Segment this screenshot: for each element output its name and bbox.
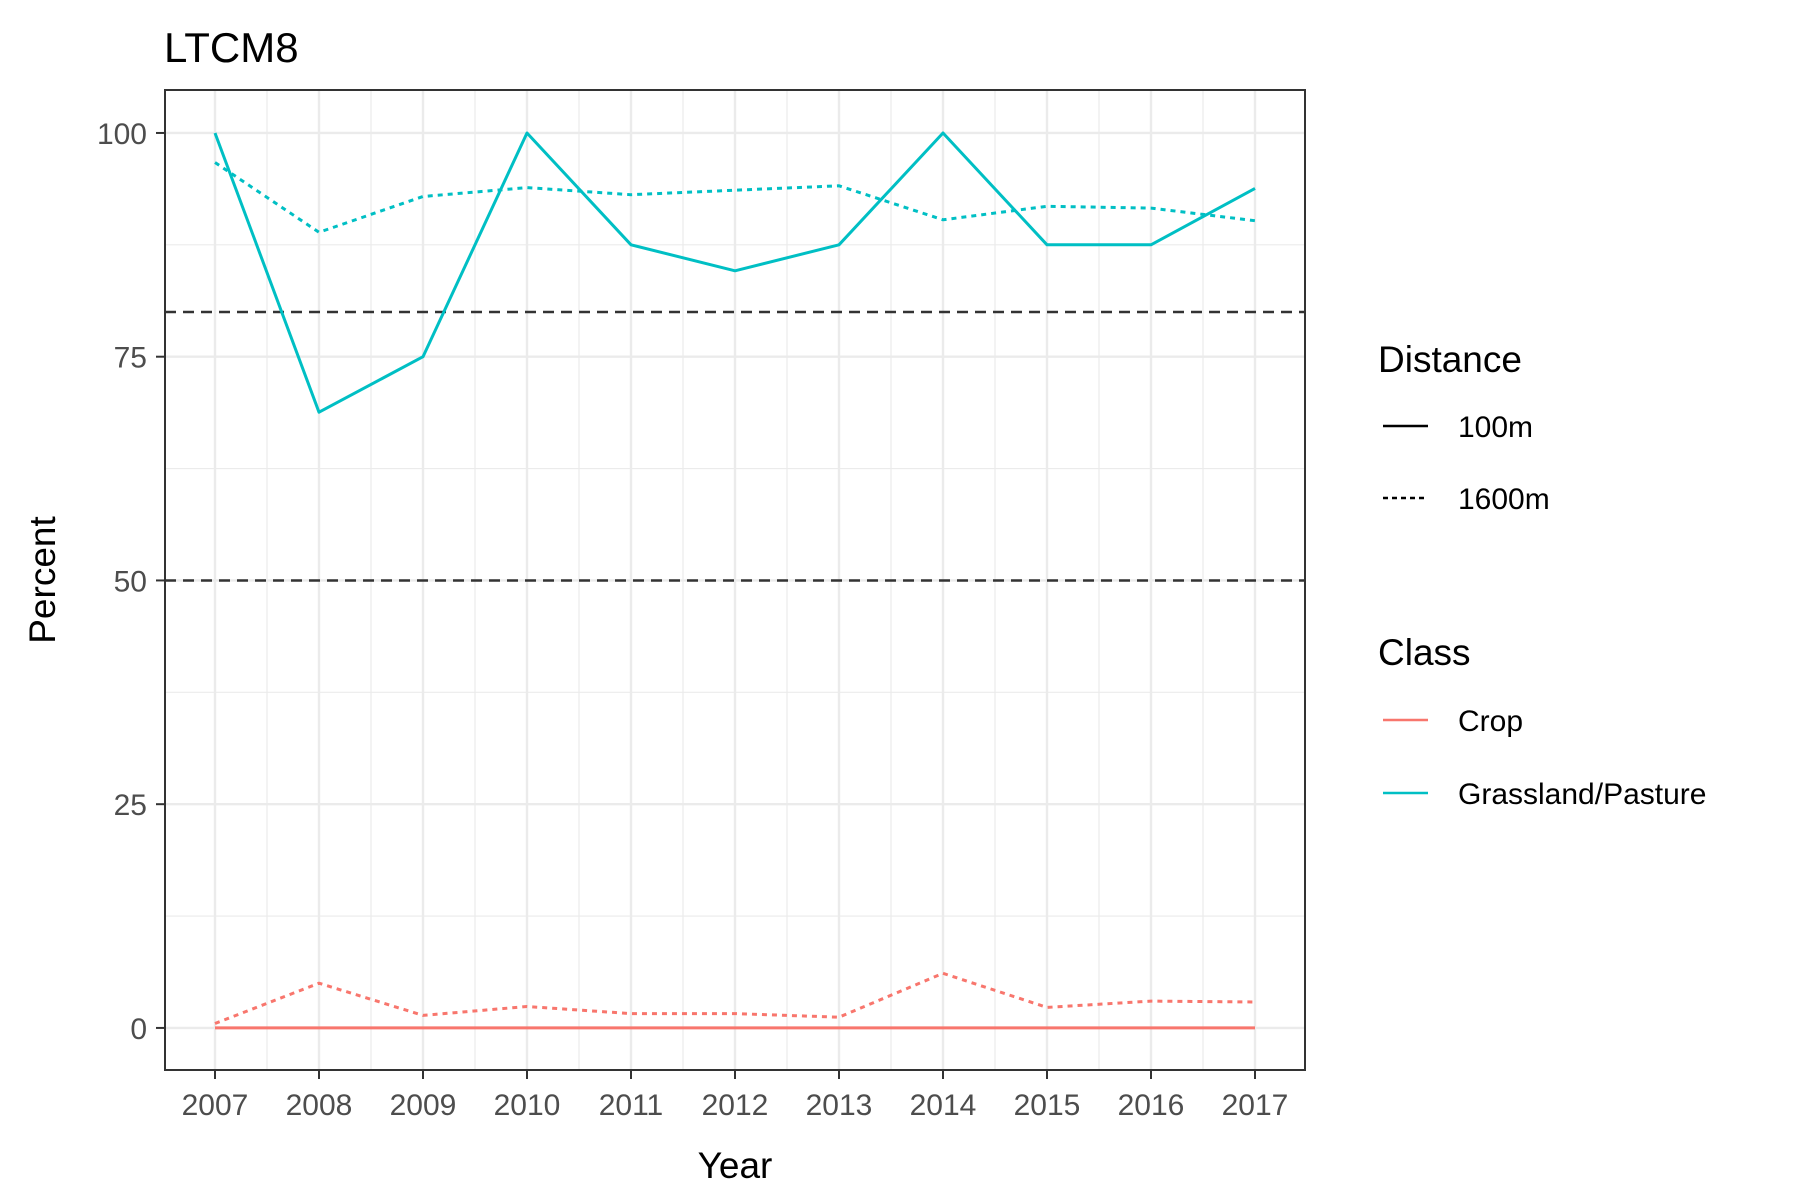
series-line-grassland-pasture-1600m: [214, 161, 1256, 234]
x-tick-label: 2016: [1118, 1089, 1185, 1122]
x-tick-label: 2012: [702, 1089, 769, 1122]
x-tick-label: 2017: [1222, 1089, 1289, 1122]
y-tick-label: 25: [114, 789, 147, 822]
legend-label-crop: Crop: [1458, 705, 1523, 738]
y-tick-label: 75: [114, 342, 147, 375]
x-tick-label: 2010: [494, 1089, 561, 1122]
reference-lines: [165, 310, 1305, 582]
y-axis: 0 25 50 75 100: [97, 118, 165, 1046]
legend-label-1600m: 1600m: [1458, 483, 1550, 516]
series-layer: [213, 131, 1256, 1030]
x-axis: 2007 2008 2009 2010 2011 2012 2013 2014 2015 2016…: [182, 1070, 1289, 1122]
series-line-grassland-pasture-100m: [213, 131, 1256, 414]
y-tick-label: 0: [130, 1013, 147, 1046]
x-tick-label: 2008: [286, 1089, 353, 1122]
legend-label-100m: 100m: [1458, 411, 1533, 444]
x-tick-label: 2013: [806, 1089, 873, 1122]
series-line-crop-1600m: [214, 971, 1256, 1025]
class-legend-title: Class: [1378, 632, 1471, 673]
distance-legend: Distance 100m 1600m: [1378, 339, 1550, 516]
legend-label-grassland-pasture: Grassland/Pasture: [1458, 778, 1706, 811]
chart-title: LTCM8: [164, 24, 299, 71]
y-tick-label: 50: [114, 565, 147, 598]
x-tick-label: 2009: [390, 1089, 457, 1122]
x-tick-label: 2011: [599, 1089, 664, 1122]
y-tick-label: 100: [97, 118, 147, 151]
x-axis-title: Year: [698, 1145, 773, 1186]
x-tick-label: 2007: [182, 1089, 249, 1122]
x-tick-label: 2014: [910, 1089, 977, 1122]
class-legend: Class Crop Grassland/Pasture: [1378, 632, 1706, 811]
x-tick-label: 2015: [1014, 1089, 1081, 1122]
y-axis-title: Percent: [22, 516, 63, 644]
grid-layer: [165, 90, 1305, 1070]
distance-legend-title: Distance: [1378, 339, 1522, 380]
